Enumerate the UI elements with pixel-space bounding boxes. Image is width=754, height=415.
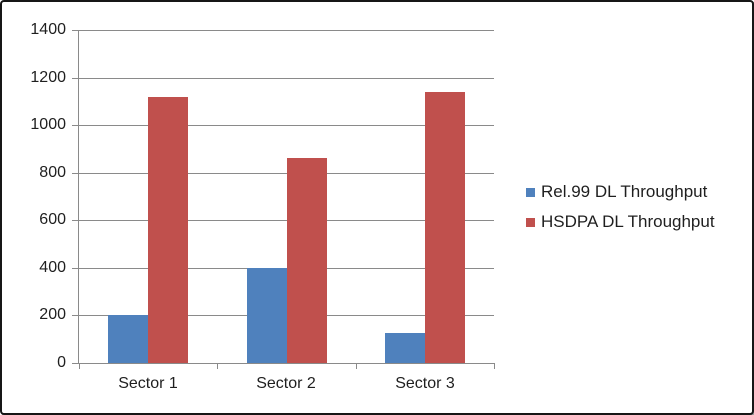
y-axis-label-600: 600 xyxy=(39,211,66,229)
y-axis-label-400: 400 xyxy=(39,258,66,276)
y-axis-label-1400: 1400 xyxy=(30,21,66,38)
bar-sector-2-series-0 xyxy=(247,268,287,363)
y-axis-label-1200: 1200 xyxy=(30,68,66,86)
y-tick-400 xyxy=(72,268,78,269)
legend-label-1: HSDPA DL Throughput xyxy=(541,212,715,231)
bar-sector-3-series-0 xyxy=(385,333,425,363)
y-axis-label-1000: 1000 xyxy=(30,116,66,134)
legend: Rel.99 DL Throughput HSDPA DL Throughput xyxy=(526,182,715,242)
x-tick-3 xyxy=(494,363,495,369)
y-axis-label-0: 0 xyxy=(57,354,66,371)
x-tick-1 xyxy=(217,363,218,369)
gridline-1000 xyxy=(79,125,494,126)
x-tick-0 xyxy=(79,363,80,369)
y-tick-0 xyxy=(72,363,78,364)
x-tick-2 xyxy=(356,363,357,369)
y-tick-1400 xyxy=(72,30,78,31)
y-axis-label-200: 200 xyxy=(39,306,66,324)
y-tick-1000 xyxy=(72,125,78,126)
gridline-1200 xyxy=(79,78,494,79)
legend-entry-0: Rel.99 DL Throughput xyxy=(526,182,715,202)
y-tick-1200 xyxy=(72,78,78,79)
legend-swatch-icon xyxy=(526,187,535,197)
gridline-800 xyxy=(79,173,494,174)
y-tick-600 xyxy=(72,220,78,221)
bar-sector-1-series-1 xyxy=(148,97,188,363)
plot-area xyxy=(72,30,495,369)
bar-sector-1-series-0 xyxy=(108,315,148,363)
y-tick-200 xyxy=(72,315,78,316)
y-axis-label-800: 800 xyxy=(39,163,66,181)
bar-sector-2-series-1 xyxy=(287,158,327,363)
legend-swatch-icon xyxy=(526,217,535,227)
legend-entry-1: HSDPA DL Throughput xyxy=(526,212,715,232)
x-axis-label-sector-1: Sector 1 xyxy=(118,375,178,392)
x-axis-label-sector-2: Sector 2 xyxy=(256,375,316,392)
bar-sector-3-series-1 xyxy=(425,92,465,363)
y-tick-800 xyxy=(72,173,78,174)
legend-label-0: Rel.99 DL Throughput xyxy=(541,182,708,201)
x-axis-label-sector-3: Sector 3 xyxy=(395,375,455,392)
gridline-1400 xyxy=(79,30,494,31)
gridline-600 xyxy=(79,220,494,221)
